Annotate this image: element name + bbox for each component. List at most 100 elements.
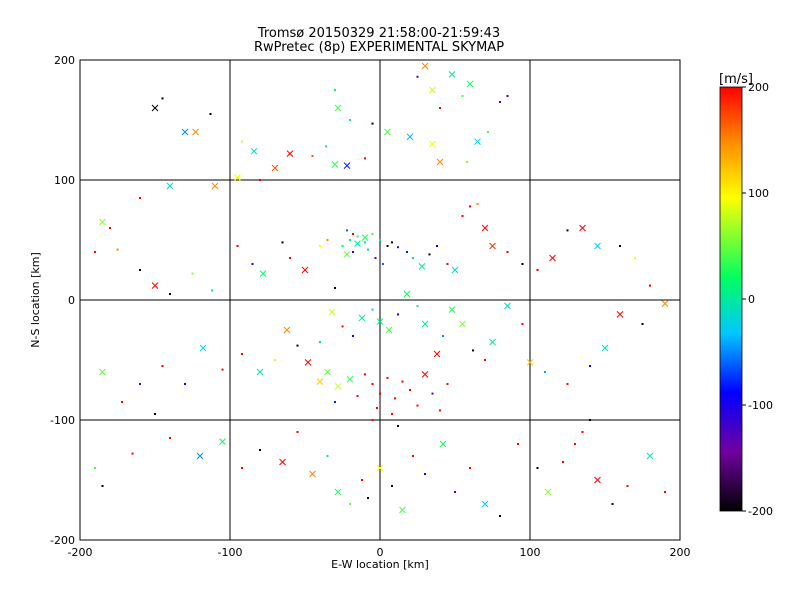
data-point-dot (184, 383, 186, 385)
y-axis-ticks: -200 -100 0 100 200 (50, 54, 75, 547)
data-point-dot (536, 269, 539, 271)
data-point-dot (121, 401, 123, 403)
data-point-dot (469, 205, 471, 208)
plot-grid (80, 60, 680, 540)
data-point-dot (416, 404, 419, 407)
data-point-x (271, 164, 279, 172)
data-point-x (399, 506, 406, 514)
data-point-x (646, 452, 654, 460)
data-point-dot (634, 257, 636, 259)
x-tick-label: 200 (670, 546, 691, 559)
data-point-dot (409, 389, 411, 391)
data-point-dot (139, 197, 141, 199)
data-point-x (429, 140, 436, 148)
data-point-dot (431, 392, 434, 395)
data-point-x (448, 306, 456, 313)
data-point-x (489, 338, 496, 346)
data-point-dot (334, 287, 336, 289)
data-point-x (489, 242, 496, 250)
data-point-dot (379, 392, 381, 395)
colorbar-tick-label: 200 (748, 81, 769, 94)
data-point-x (304, 359, 312, 366)
data-point-x (256, 368, 264, 376)
data-point-dot (416, 305, 419, 307)
data-point-dot (424, 473, 426, 475)
y-tick-label: 100 (54, 174, 75, 187)
data-point-x (151, 282, 159, 289)
data-point-x (406, 133, 414, 141)
data-point-dot (506, 251, 509, 253)
data-point-dot (386, 377, 389, 379)
data-point-dot (371, 233, 374, 235)
data-point-x (418, 263, 426, 270)
y-tick-label: 200 (54, 54, 75, 67)
data-point-dot (326, 455, 329, 457)
data-point-dot (401, 380, 404, 383)
data-point-dot (589, 365, 591, 367)
y-tick-label: 0 (68, 294, 75, 307)
data-point-x (433, 350, 441, 358)
data-point-dot (466, 161, 468, 163)
data-point-dot (499, 101, 501, 103)
data-point-x (384, 128, 391, 136)
data-point-dot (641, 323, 644, 325)
data-point-dot (469, 467, 471, 469)
data-point-x (334, 104, 342, 112)
data-point-dot (131, 452, 134, 455)
data-point-dot (116, 248, 119, 251)
data-point-x (283, 326, 291, 334)
data-point-x (361, 234, 369, 241)
data-point-x (334, 383, 342, 390)
data-point-x (234, 174, 241, 181)
data-point-dot (94, 251, 96, 253)
chart-title: Tromsø 20150329 21:58:00-21:59:43 (257, 26, 500, 41)
data-point-x (211, 182, 219, 190)
data-point-dot (436, 245, 438, 247)
data-point-dot (574, 443, 576, 445)
data-point-dot (499, 515, 501, 517)
data-point-x (99, 218, 106, 226)
data-point-dot (364, 373, 366, 376)
data-point-dot (139, 383, 141, 385)
y-tick-label: -100 (50, 414, 75, 427)
data-point-dot (259, 449, 261, 451)
data-point-dot (352, 251, 354, 253)
data-point-dot (352, 233, 354, 235)
data-point-dot (566, 383, 569, 385)
data-point-dot (649, 284, 651, 287)
data-point-dot (439, 107, 441, 109)
data-point-dot (367, 497, 369, 499)
data-point-x (219, 438, 226, 445)
data-point-x (250, 147, 258, 155)
plot-frame (79, 59, 681, 541)
data-point-x (429, 86, 436, 94)
data-point-x (601, 344, 609, 352)
data-point-dot (367, 248, 369, 251)
data-point-x (504, 302, 511, 310)
x-axis-label: E-W location [km] (331, 558, 429, 571)
data-point-x (594, 476, 601, 484)
data-point-x (199, 344, 207, 352)
colorbar-tick-label: -200 (748, 505, 773, 518)
data-point-x (403, 290, 411, 298)
data-point-x (301, 266, 309, 274)
data-point-dot (161, 365, 164, 367)
data-point-dot (356, 395, 359, 397)
data-point-dot (412, 257, 414, 259)
data-point-dot (289, 257, 291, 259)
data-point-dot (274, 359, 276, 361)
data-point-dot (161, 97, 164, 100)
data-point-dot (391, 485, 393, 487)
data-point-dot (341, 325, 344, 328)
data-point-dot (406, 251, 408, 253)
data-point-dot (241, 140, 243, 143)
data-point-x (331, 161, 339, 168)
data-point-x (466, 80, 474, 88)
data-point-x (594, 242, 601, 250)
data-point-dot (281, 241, 284, 244)
data-point-dot (296, 344, 299, 347)
data-point-dot (352, 335, 354, 337)
data-point-x (376, 464, 384, 472)
data-point-x (376, 318, 384, 325)
data-point-x (549, 254, 556, 262)
